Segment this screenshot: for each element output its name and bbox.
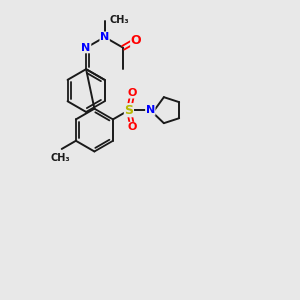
Text: O: O bbox=[131, 34, 141, 47]
Text: N: N bbox=[146, 105, 155, 115]
Text: CH₃: CH₃ bbox=[110, 15, 130, 25]
Text: O: O bbox=[127, 88, 136, 98]
Text: N: N bbox=[82, 43, 91, 53]
Text: S: S bbox=[124, 104, 134, 117]
Text: N: N bbox=[100, 32, 109, 42]
Text: O: O bbox=[127, 122, 136, 132]
Text: CH₃: CH₃ bbox=[50, 153, 70, 164]
